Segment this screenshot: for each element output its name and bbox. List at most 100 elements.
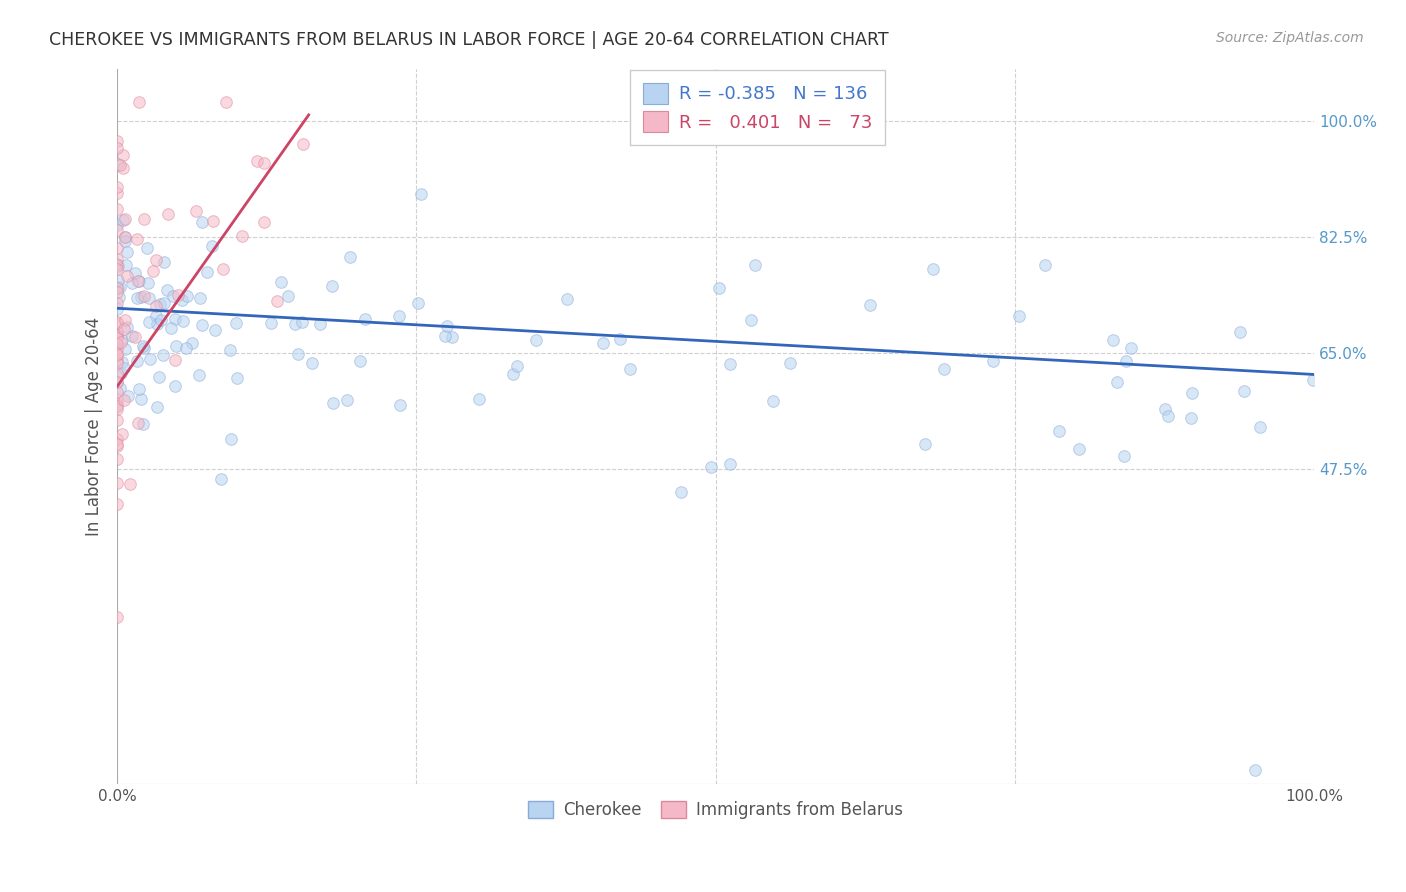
Point bbox=[115, 319, 138, 334]
Point bbox=[292, 137, 315, 152]
Point bbox=[105, 285, 128, 300]
Point bbox=[114, 230, 136, 244]
Point bbox=[132, 339, 155, 353]
Point bbox=[121, 328, 143, 343]
Point bbox=[152, 348, 174, 362]
Point bbox=[1102, 333, 1125, 347]
Point bbox=[221, 432, 243, 446]
Point bbox=[108, 158, 131, 172]
Point bbox=[322, 396, 344, 410]
Point bbox=[105, 252, 128, 267]
Point bbox=[105, 337, 128, 351]
Point bbox=[505, 359, 527, 373]
Point bbox=[105, 134, 128, 148]
Point bbox=[120, 477, 142, 491]
Point bbox=[145, 253, 167, 268]
Point bbox=[132, 341, 155, 355]
Point bbox=[209, 472, 232, 486]
Point bbox=[981, 354, 1004, 368]
Point bbox=[166, 288, 188, 302]
Point bbox=[112, 321, 135, 335]
Point bbox=[115, 245, 138, 260]
Point bbox=[105, 241, 128, 255]
Y-axis label: In Labor Force | Age 20-64: In Labor Force | Age 20-64 bbox=[86, 317, 103, 536]
Point bbox=[1233, 384, 1256, 398]
Point bbox=[105, 451, 128, 466]
Point bbox=[321, 279, 343, 293]
Point bbox=[105, 202, 128, 217]
Point bbox=[124, 267, 146, 281]
Point bbox=[215, 95, 238, 109]
Point bbox=[1302, 373, 1324, 387]
Point bbox=[105, 316, 128, 330]
Point bbox=[212, 262, 235, 277]
Point bbox=[740, 313, 762, 327]
Point bbox=[105, 367, 128, 381]
Point bbox=[619, 361, 641, 376]
Point bbox=[1119, 341, 1142, 355]
Point bbox=[195, 265, 218, 279]
Point bbox=[105, 327, 128, 342]
Point bbox=[138, 352, 160, 367]
Point bbox=[136, 241, 159, 255]
Legend: Cherokee, Immigrants from Belarus: Cherokee, Immigrants from Belarus bbox=[522, 794, 910, 825]
Point bbox=[1067, 442, 1090, 456]
Point bbox=[1229, 325, 1251, 339]
Point bbox=[156, 207, 179, 221]
Point bbox=[110, 366, 132, 380]
Point bbox=[181, 336, 204, 351]
Point bbox=[129, 290, 152, 304]
Point bbox=[138, 315, 160, 329]
Point bbox=[107, 272, 129, 286]
Point bbox=[165, 353, 187, 368]
Point bbox=[105, 376, 128, 390]
Point bbox=[124, 330, 146, 344]
Point bbox=[700, 460, 723, 475]
Point bbox=[128, 382, 150, 396]
Point bbox=[246, 153, 269, 168]
Point bbox=[110, 280, 132, 294]
Point bbox=[284, 317, 307, 331]
Point bbox=[127, 275, 149, 289]
Point bbox=[165, 339, 187, 353]
Point bbox=[131, 392, 153, 407]
Point bbox=[114, 258, 136, 272]
Point bbox=[555, 292, 578, 306]
Point bbox=[388, 399, 411, 413]
Point bbox=[184, 203, 207, 218]
Point bbox=[111, 426, 134, 441]
Point bbox=[339, 250, 361, 264]
Point bbox=[105, 141, 128, 155]
Point bbox=[441, 330, 464, 344]
Point bbox=[145, 317, 167, 331]
Point bbox=[162, 289, 184, 303]
Point bbox=[1033, 258, 1056, 272]
Point bbox=[336, 392, 359, 407]
Point bbox=[266, 293, 288, 308]
Point bbox=[112, 147, 135, 161]
Point bbox=[105, 497, 128, 511]
Point bbox=[354, 312, 377, 326]
Point bbox=[149, 313, 172, 327]
Point bbox=[128, 95, 150, 109]
Point bbox=[287, 347, 309, 361]
Point bbox=[105, 475, 128, 490]
Point bbox=[231, 229, 253, 244]
Point bbox=[226, 371, 249, 385]
Point bbox=[291, 315, 314, 329]
Point bbox=[105, 329, 128, 343]
Point bbox=[105, 223, 128, 237]
Point bbox=[260, 317, 283, 331]
Point bbox=[105, 315, 128, 329]
Point bbox=[105, 439, 128, 453]
Point bbox=[145, 299, 167, 313]
Point bbox=[153, 255, 176, 269]
Point bbox=[105, 180, 128, 194]
Point bbox=[114, 342, 136, 356]
Point bbox=[1249, 420, 1271, 434]
Point bbox=[112, 161, 135, 175]
Point bbox=[105, 325, 128, 339]
Point bbox=[105, 609, 128, 624]
Point bbox=[105, 257, 128, 271]
Point bbox=[127, 416, 149, 430]
